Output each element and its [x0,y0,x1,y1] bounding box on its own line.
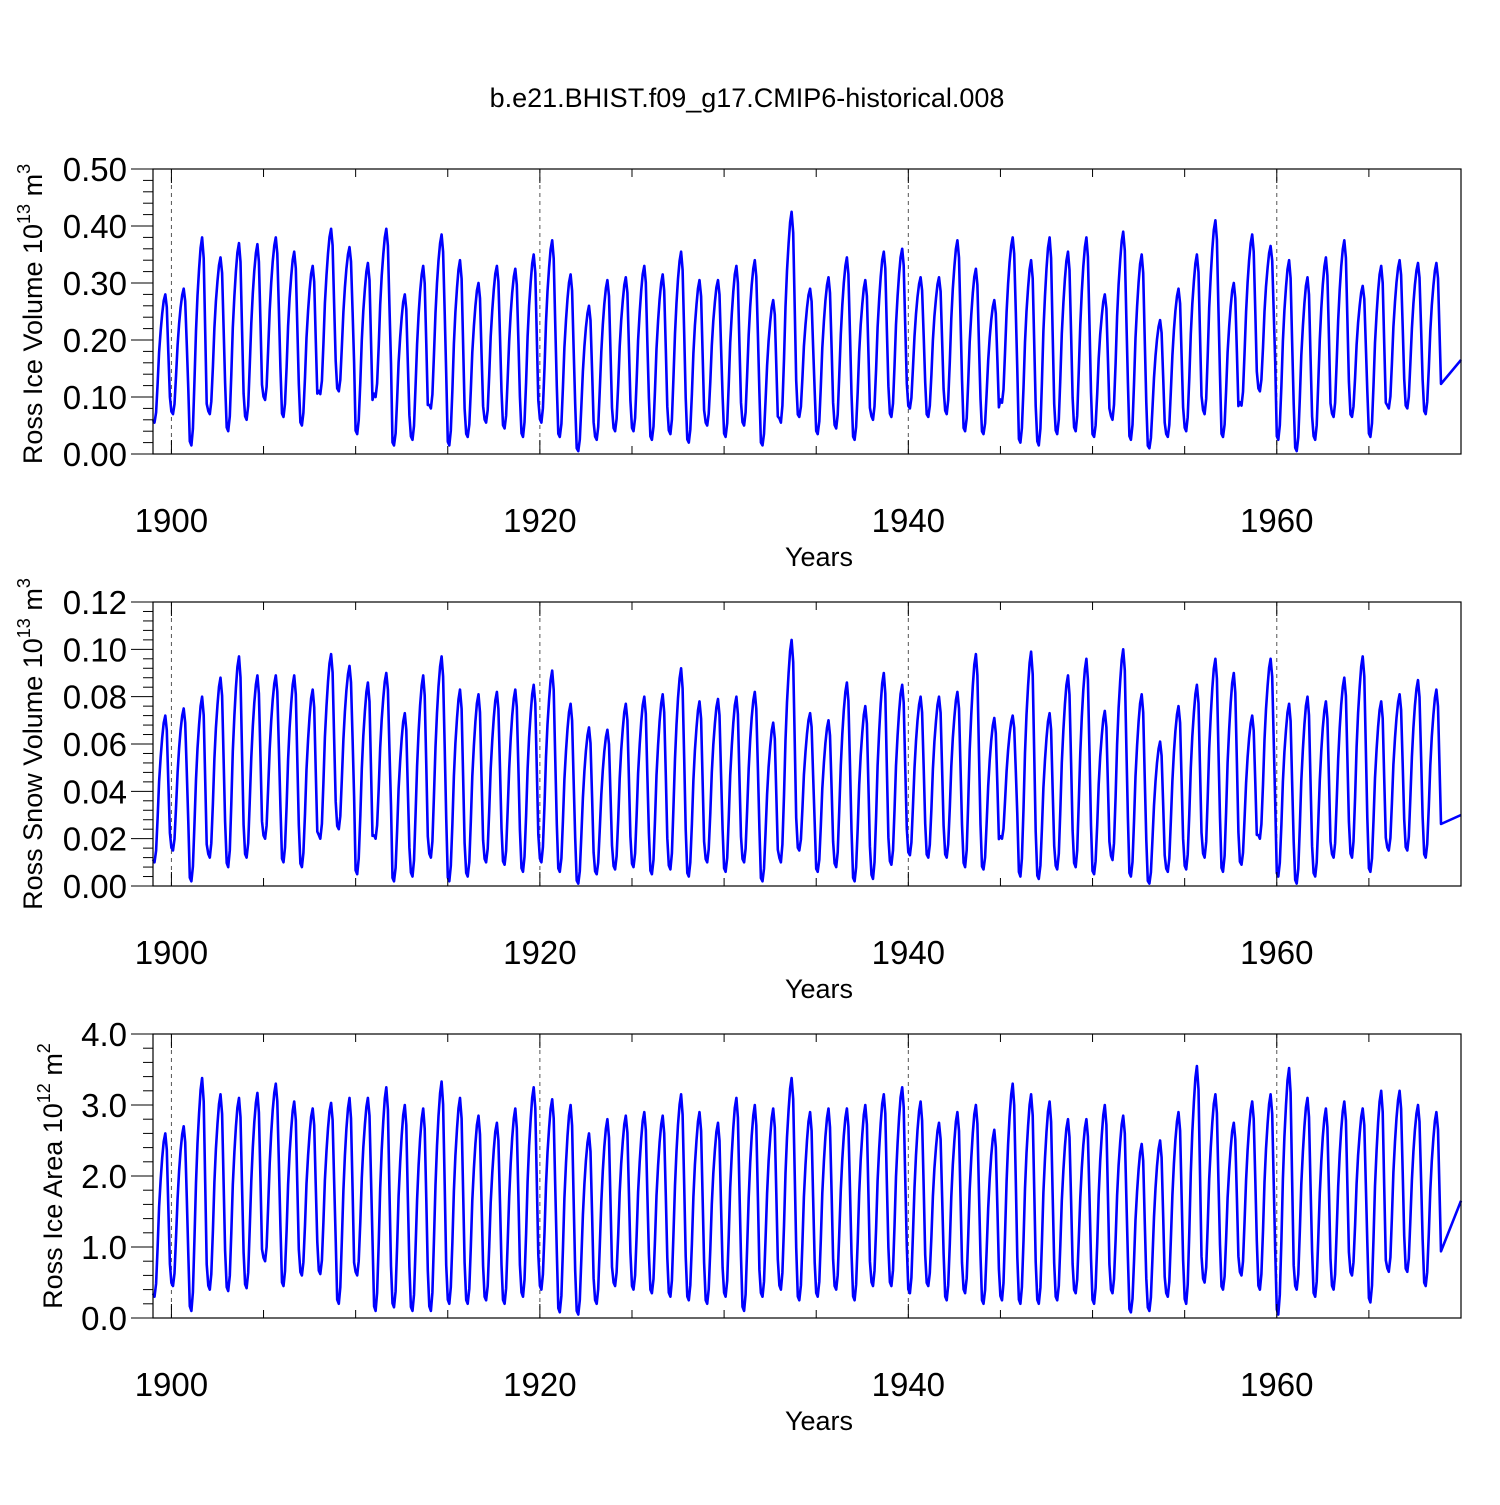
y-tick-label: 0.50 [63,151,127,188]
y-tick-label: 3.0 [81,1087,127,1124]
plot-frame [152,168,1462,455]
x-tick-label: 1920 [503,934,576,971]
y-tick-label: 0.40 [63,208,127,245]
y-tick-label: 2.0 [81,1158,127,1195]
panel-ice-volume: 1900 1920 1940 1960 0.00 0.10 0.20 0.30 0.40 0.50… [14,151,1462,572]
y-axis-title-exponent: 13 [14,204,34,224]
x-tick-label: 1920 [503,1366,576,1403]
series-line [151,1064,1463,1316]
x-axis-title: Years [785,542,853,572]
panel-snow-volume: 1900 1920 1940 1960 0.00 0.02 0.04 0.06 0.08 0.10… [14,578,1462,1004]
y-tick-label: 0.10 [63,379,127,416]
x-tick-label: 1960 [1240,1366,1313,1403]
y-tick-label: 0.30 [63,265,127,302]
y-axis-title-unit-exponent: 3 [14,164,34,174]
y-axis-title: Ross Snow Volume 1013 m3 [14,578,48,910]
y-tick-label: 0.00 [63,436,127,473]
y-tick-label: 0.10 [63,631,127,668]
x-tick-label: 1900 [135,1366,208,1403]
y-tick-label: 0.0 [81,1300,127,1337]
x-tick-label: 1940 [872,934,945,971]
y-axis-title-unit-exponent: 2 [34,1043,54,1053]
y-tick-label: 0.04 [63,773,127,810]
y-axis-title-text: Ross Snow Volume 10 [18,638,48,910]
panel-ice-area: 1900 1920 1940 1960 0.0 1.0 2.0 3.0 4.0 Years Ross… [34,1016,1463,1436]
y-axis-title-text: Ross Ice Area 10 [38,1103,68,1309]
x-tick-label: 1900 [135,934,208,971]
y-axis-title-unit: m [38,1053,68,1083]
y-axis-title-text: Ross Ice Volume 10 [18,224,48,464]
y-tick-label: 0.00 [63,868,127,905]
x-tick-label: 1940 [872,502,945,539]
x-tick-label: 1940 [872,1366,945,1403]
x-tick-label: 1900 [135,502,208,539]
x-tick-label: 1960 [1240,934,1313,971]
series-line [151,638,1462,885]
x-axis-title: Years [785,1406,853,1436]
y-tick-label: 4.0 [81,1016,127,1053]
y-tick-label: 0.06 [63,726,127,763]
x-tick-label: 1920 [503,502,576,539]
y-axis-title: Ross Ice Area 1012 m2 [34,1043,68,1309]
y-axis-title: Ross Ice Volume 1013 m3 [14,164,48,464]
series-line [151,210,1462,453]
y-axis-title-exponent: 13 [14,618,34,638]
chart-title: b.e21.BHIST.f09_g17.CMIP6-historical.008 [490,83,1005,113]
y-tick-label: 1.0 [81,1229,127,1266]
y-tick-label: 0.12 [63,584,127,621]
x-tick-label: 1960 [1240,502,1313,539]
y-axis-title-unit-exponent: 3 [14,578,34,588]
y-tick-label: 0.02 [63,821,127,858]
y-tick-label: 0.08 [63,679,127,716]
y-axis-title-unit: m [18,588,48,618]
y-tick-label: 0.20 [63,322,127,359]
y-axis-title-unit: m [18,174,48,204]
y-axis-title-exponent: 12 [34,1083,54,1103]
x-axis-title: Years [785,974,853,1004]
